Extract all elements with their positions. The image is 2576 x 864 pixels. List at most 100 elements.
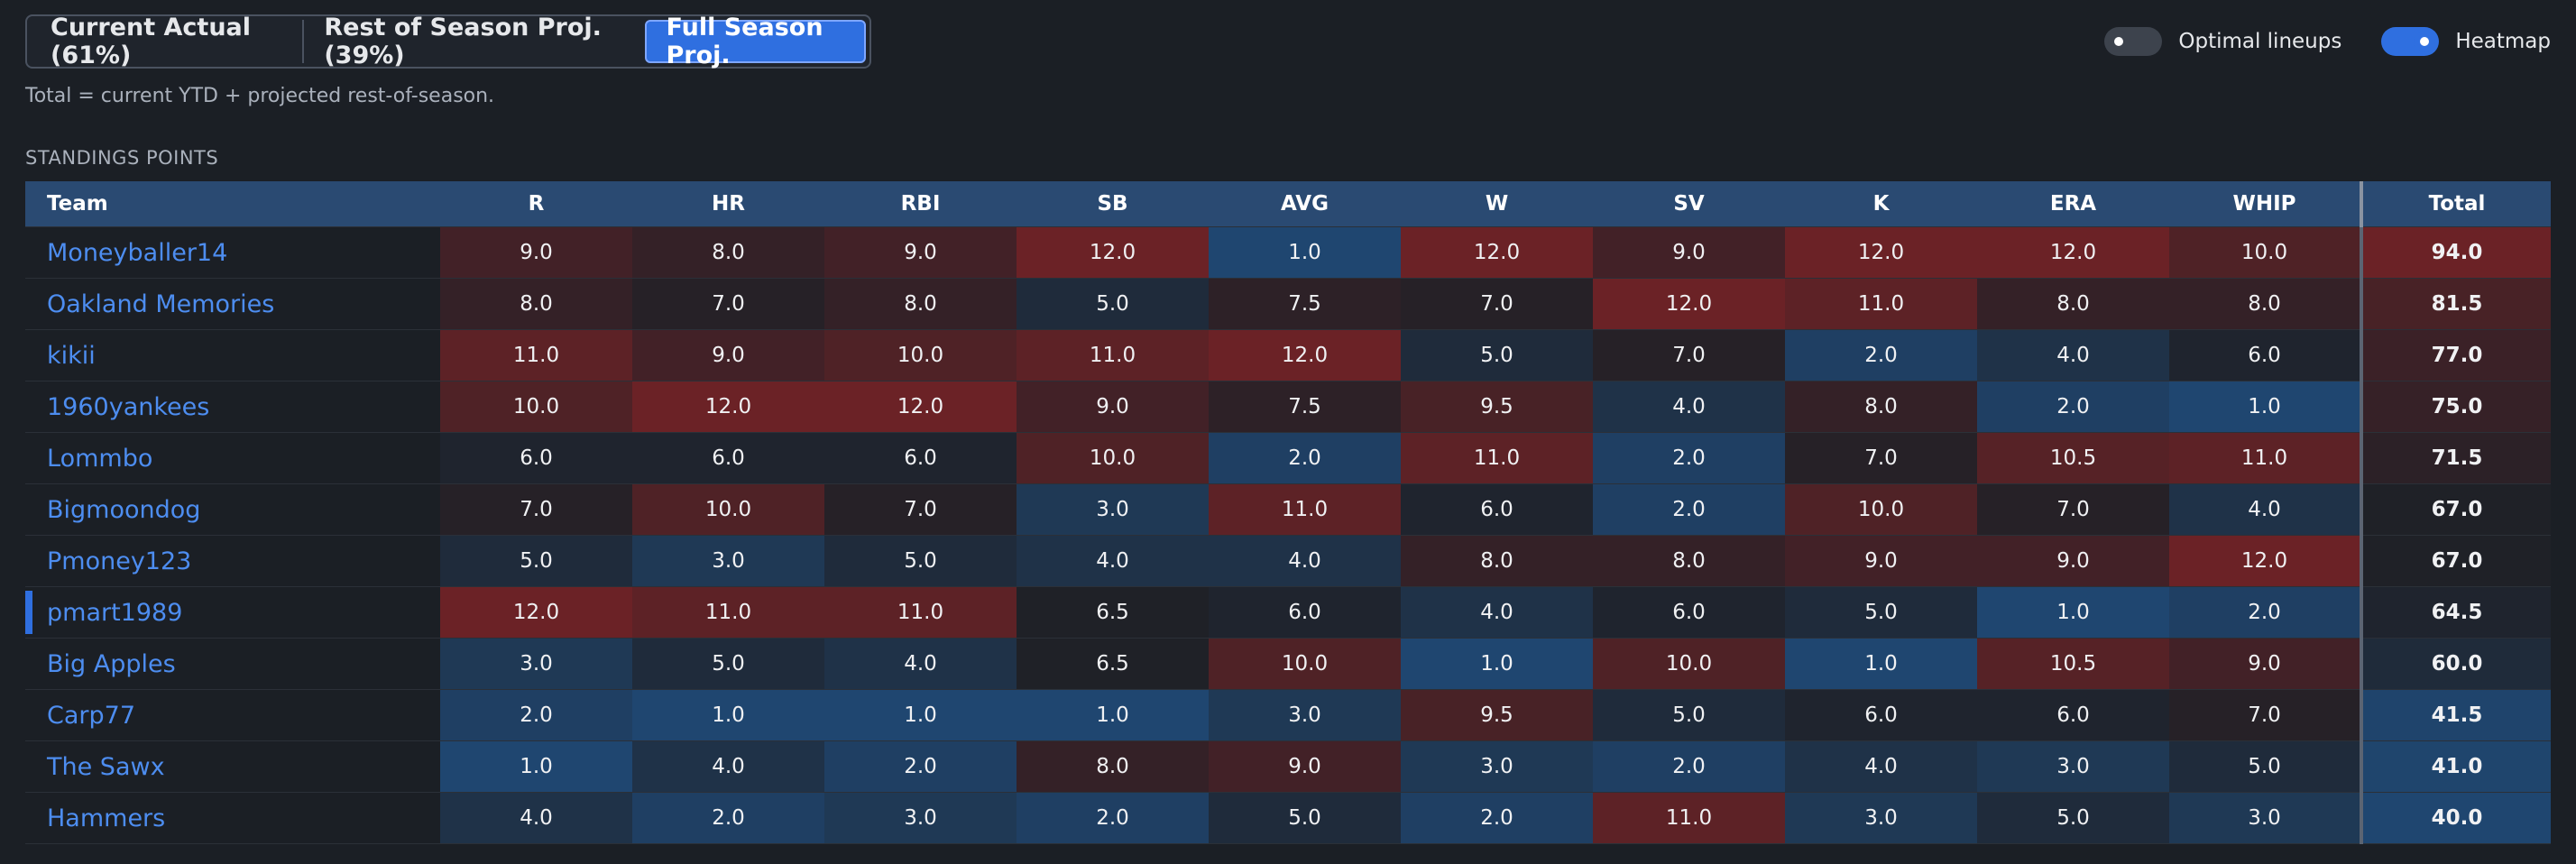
table-row: pmart1989 12.0 11.0 11.0 6.5 6.0 4.0 6.0 5.0 1.0 2…	[25, 586, 2551, 639]
points-cell-k: 9.0	[1785, 535, 1977, 587]
total-cell: 67.0	[2360, 535, 2551, 587]
column-header-sv[interactable]: SV	[1593, 181, 1785, 227]
table-row: Hammers 4.0 2.0 3.0 2.0 5.0 2.0 11.0 3.0 5.0 3.0 40…	[25, 792, 2551, 844]
points-cell-r: 1.0	[440, 740, 632, 793]
total-cell: 94.0	[2360, 226, 2551, 279]
points-cell-sb: 4.0	[1017, 535, 1209, 587]
points-cell-sv: 11.0	[1593, 792, 1785, 844]
points-cell-hr: 8.0	[632, 226, 824, 279]
points-cell-rbi: 1.0	[824, 689, 1017, 741]
column-header-total[interactable]: Total	[2360, 181, 2551, 227]
points-cell-hr: 11.0	[632, 586, 824, 639]
points-cell-r: 2.0	[440, 689, 632, 741]
team-link[interactable]: The Sawx	[25, 740, 440, 793]
view-selector: Current Actual (61%) Rest of Season Proj…	[25, 14, 871, 69]
points-cell-k: 6.0	[1785, 689, 1977, 741]
team-link[interactable]: kikii	[25, 329, 440, 381]
team-link[interactable]: 1960yankees	[25, 381, 440, 433]
points-cell-k: 2.0	[1785, 329, 1977, 381]
total-cell: 71.5	[2360, 432, 2551, 484]
points-cell-rbi: 9.0	[824, 226, 1017, 279]
points-cell-sb: 6.5	[1017, 586, 1209, 639]
points-cell-rbi: 6.0	[824, 432, 1017, 484]
points-cell-era: 8.0	[1977, 278, 2169, 330]
points-cell-avg: 7.5	[1209, 278, 1401, 330]
points-cell-r: 6.0	[440, 432, 632, 484]
points-cell-sv: 2.0	[1593, 432, 1785, 484]
column-header-hr[interactable]: HR	[632, 181, 824, 227]
column-header-whip[interactable]: WHIP	[2169, 181, 2361, 227]
points-cell-k: 1.0	[1785, 638, 1977, 690]
column-header-team[interactable]: Team	[25, 181, 440, 227]
points-cell-hr: 5.0	[632, 638, 824, 690]
points-cell-w: 12.0	[1401, 226, 1593, 279]
team-link[interactable]: Moneyballer14	[25, 226, 440, 279]
points-cell-w: 11.0	[1401, 432, 1593, 484]
total-cell: 41.0	[2360, 740, 2551, 793]
points-cell-sv: 6.0	[1593, 586, 1785, 639]
points-cell-r: 8.0	[440, 278, 632, 330]
team-link[interactable]: Big Apples	[25, 638, 440, 690]
points-cell-sb: 9.0	[1017, 381, 1209, 433]
standings-table: Team R HR RBI SB AVG W SV K ERA WHIP Total Moneybal…	[25, 181, 2551, 844]
tab-full-season[interactable]: Full Season Proj.	[644, 14, 866, 69]
points-cell-rbi: 5.0	[824, 535, 1017, 587]
column-header-k[interactable]: K	[1785, 181, 1977, 227]
points-cell-sv: 5.0	[1593, 689, 1785, 741]
column-header-sb[interactable]: SB	[1017, 181, 1209, 227]
points-cell-hr: 7.0	[632, 278, 824, 330]
team-link[interactable]: Oakland Memories	[25, 278, 440, 330]
points-cell-hr: 10.0	[632, 483, 824, 536]
column-header-era[interactable]: ERA	[1977, 181, 2169, 227]
toggle-group: Optimal lineups Heatmap	[2104, 27, 2551, 56]
points-cell-era: 2.0	[1977, 381, 2169, 433]
team-link[interactable]: Hammers	[25, 792, 440, 844]
points-cell-hr: 4.0	[632, 740, 824, 793]
team-link[interactable]: pmart1989	[25, 586, 440, 639]
table-row: Lommbo 6.0 6.0 6.0 10.0 2.0 11.0 2.0 7.0 10.5 11.0…	[25, 432, 2551, 484]
points-cell-sb: 12.0	[1017, 226, 1209, 279]
total-cell: 64.5	[2360, 586, 2551, 639]
table-row: kikii 11.0 9.0 10.0 11.0 12.0 5.0 7.0 2.0 4.0 6.0 7…	[25, 329, 2551, 381]
points-cell-k: 12.0	[1785, 226, 1977, 279]
tab-current-actual[interactable]: Current Actual (61%)	[31, 14, 305, 69]
optimal-lineups-toggle[interactable]	[2104, 27, 2163, 56]
points-cell-sv: 10.0	[1593, 638, 1785, 690]
segmented-control: Current Actual (61%) Rest of Season Proj…	[25, 14, 871, 69]
tab-rest-of-season[interactable]: Rest of Season Proj. (39%)	[324, 14, 602, 69]
points-cell-sv: 8.0	[1593, 535, 1785, 587]
points-cell-era: 10.5	[1977, 638, 2169, 690]
table-row: Bigmoondog 7.0 10.0 7.0 3.0 11.0 6.0 2.0 10.0 7.0…	[25, 483, 2551, 536]
points-cell-sv: 4.0	[1593, 381, 1785, 433]
points-cell-rbi: 10.0	[824, 329, 1017, 381]
points-cell-rbi: 11.0	[824, 586, 1017, 639]
team-link[interactable]: Bigmoondog	[25, 483, 440, 536]
points-cell-whip: 7.0	[2169, 689, 2361, 741]
team-link[interactable]: Lommbo	[25, 432, 440, 484]
points-cell-avg: 3.0	[1209, 689, 1401, 741]
points-cell-sb: 10.0	[1017, 432, 1209, 484]
total-cell: 77.0	[2360, 329, 2551, 381]
points-cell-avg: 6.0	[1209, 586, 1401, 639]
team-link[interactable]: Pmoney123	[25, 535, 440, 587]
column-header-w[interactable]: W	[1401, 181, 1593, 227]
table-row: Moneyballer14 9.0 8.0 9.0 12.0 1.0 12.0 9.0 12.0…	[25, 226, 2551, 279]
points-cell-avg: 4.0	[1209, 535, 1401, 587]
points-cell-hr: 12.0	[632, 381, 824, 433]
points-cell-sv: 2.0	[1593, 740, 1785, 793]
points-cell-w: 7.0	[1401, 278, 1593, 330]
table-body: Moneyballer14 9.0 8.0 9.0 12.0 1.0 12.0 9.0 12.0…	[25, 226, 2551, 844]
heatmap-toggle[interactable]	[2381, 27, 2440, 56]
points-cell-era: 10.5	[1977, 432, 2169, 484]
points-cell-k: 10.0	[1785, 483, 1977, 536]
table-row: Big Apples 3.0 5.0 4.0 6.5 10.0 1.0 10.0 1.0 10.5…	[25, 638, 2551, 690]
points-cell-era: 4.0	[1977, 329, 2169, 381]
points-cell-sv: 7.0	[1593, 329, 1785, 381]
points-cell-r: 5.0	[440, 535, 632, 587]
column-header-rbi[interactable]: RBI	[824, 181, 1017, 227]
table-row: Carp77 2.0 1.0 1.0 1.0 3.0 9.5 5.0 6.0 6.0 7.0 41.5	[25, 689, 2551, 741]
points-cell-hr: 6.0	[632, 432, 824, 484]
team-link[interactable]: Carp77	[25, 689, 440, 741]
column-header-r[interactable]: R	[440, 181, 632, 227]
column-header-avg[interactable]: AVG	[1209, 181, 1401, 227]
